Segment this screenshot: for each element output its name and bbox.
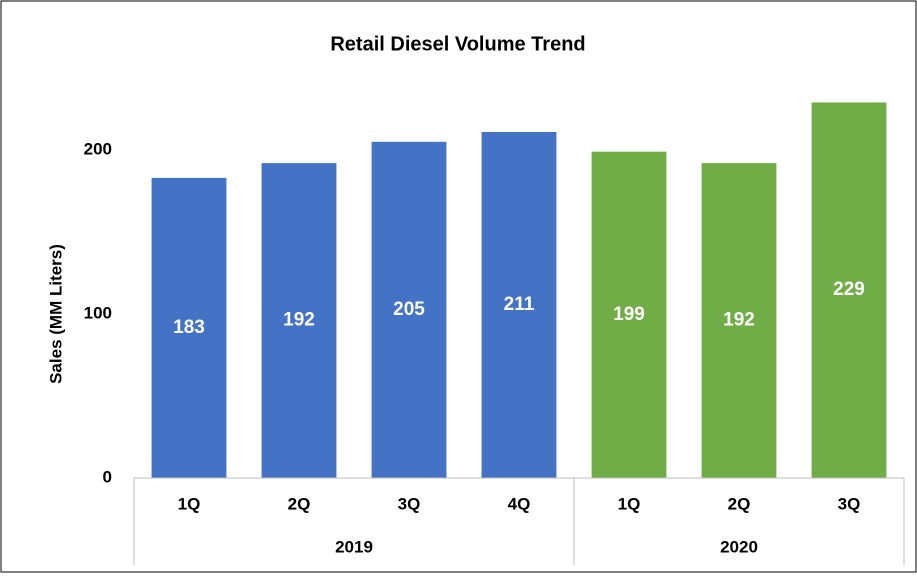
- chart-title: Retail Diesel Volume Trend: [330, 33, 585, 55]
- bar: [701, 163, 777, 478]
- group-label: 2020: [720, 537, 758, 556]
- bar: [481, 131, 557, 478]
- x-tick-label: 4Q: [508, 494, 531, 513]
- value-label: 192: [283, 310, 315, 331]
- bar: [151, 177, 227, 478]
- x-tick-label: 3Q: [838, 494, 861, 513]
- bar: [261, 163, 337, 478]
- x-tick-label: 2Q: [728, 494, 751, 513]
- value-label: 199: [613, 304, 645, 325]
- x-tick-label: 1Q: [178, 494, 201, 513]
- value-label: 183: [173, 317, 205, 338]
- y-tick-label: 0: [103, 467, 112, 486]
- value-label: 192: [723, 310, 755, 331]
- group-label: 2019: [335, 537, 373, 556]
- x-tick-label: 3Q: [398, 494, 421, 513]
- bar: [811, 102, 887, 478]
- value-label: 205: [393, 299, 425, 320]
- value-label: 229: [833, 279, 865, 300]
- y-tick-label: 200: [84, 139, 112, 158]
- y-tick-label: 100: [84, 303, 112, 322]
- y-axis-label: Sales (MM Liters): [46, 244, 65, 384]
- bar: [371, 141, 447, 479]
- value-label: 211: [504, 294, 535, 315]
- x-tick-label: 1Q: [618, 494, 641, 513]
- bar: [591, 151, 667, 478]
- x-tick-label: 2Q: [288, 494, 311, 513]
